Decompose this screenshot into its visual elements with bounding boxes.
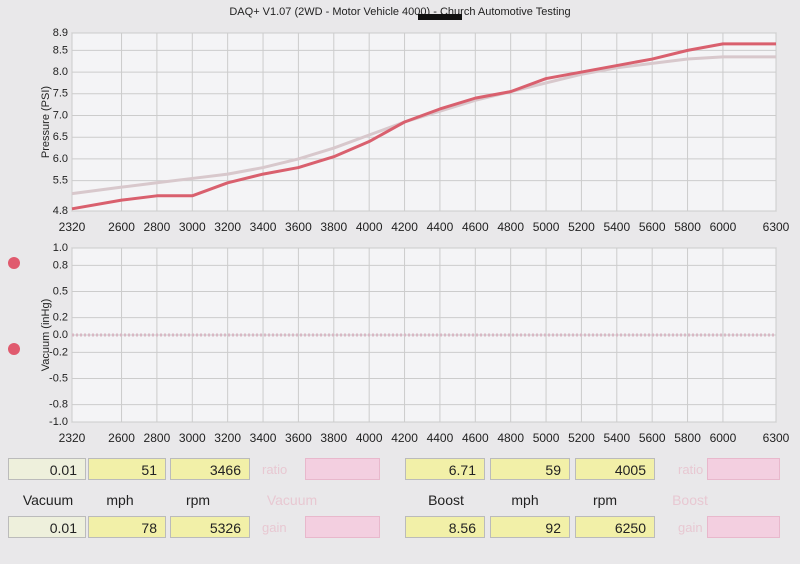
readout: 92	[490, 516, 570, 538]
y-axis-label: Vacuum (inHg)	[40, 299, 52, 372]
x-tick-label: 6300	[763, 220, 790, 234]
readout: 0.01	[8, 458, 86, 480]
y-tick-label: -1.0	[49, 416, 68, 428]
y-tick-label: 8.9	[53, 27, 68, 39]
x-tick-label: 6000	[710, 220, 737, 234]
x-tick-label: 4400	[427, 431, 454, 445]
x-tick-label: 3000	[179, 431, 206, 445]
y-tick-label: 6.0	[53, 153, 68, 165]
x-tick-label: 6000	[710, 431, 737, 445]
faded-label: ratio	[262, 462, 288, 477]
y-axis-label: Pressure (PSI)	[40, 86, 52, 158]
x-tick-label: 2800	[144, 220, 171, 234]
x-tick-label: 4400	[427, 220, 454, 234]
y-tick-label: -0.2	[49, 346, 68, 358]
series-line	[71, 42, 776, 211]
faded-label: Boost	[672, 492, 708, 508]
readout: 51	[88, 458, 166, 480]
y-tick-label: 0.5	[53, 285, 68, 297]
x-tick-label: 4200	[391, 431, 418, 445]
faded-box	[305, 458, 380, 480]
label: Boost	[428, 492, 464, 508]
x-tick-label: 2800	[144, 431, 171, 445]
x-tick-label: 3400	[250, 220, 277, 234]
y-tick-label: 7.0	[53, 109, 68, 121]
x-tick-label: 3800	[320, 220, 347, 234]
y-tick-label: -0.8	[49, 399, 68, 411]
readout: 6.71	[405, 458, 485, 480]
x-tick-label: 5200	[568, 431, 595, 445]
readout: 4005	[575, 458, 655, 480]
label: rpm	[592, 492, 618, 508]
faded-label: ratio	[678, 462, 704, 477]
y-tick-label: 8.5	[53, 44, 68, 56]
readout: 0.01	[8, 516, 86, 538]
y-tick-label: 1.0	[53, 242, 68, 254]
readout: 3466	[170, 458, 250, 480]
faded-box	[707, 458, 780, 480]
x-tick-label: 4600	[462, 431, 489, 445]
indicator	[8, 343, 20, 355]
label: mph	[511, 492, 539, 508]
label: rpm	[185, 492, 211, 508]
readout: 5326	[170, 516, 250, 538]
faded-label: gain	[678, 520, 703, 535]
x-tick-label: 3200	[214, 220, 241, 234]
label: Vacuum	[22, 492, 74, 508]
x-tick-label: 4800	[497, 431, 524, 445]
x-tick-label: 4800	[497, 220, 524, 234]
x-tick-label: 3600	[285, 220, 312, 234]
y-tick-label: 8.0	[53, 66, 68, 78]
x-tick-label: 4000	[356, 431, 383, 445]
y-tick-label: 0.8	[53, 259, 68, 271]
y-tick-label: 5.5	[53, 175, 68, 187]
x-tick-label: 2320	[59, 431, 86, 445]
x-tick-label: 2600	[108, 220, 135, 234]
x-tick-label: 5000	[533, 431, 560, 445]
indicator	[8, 257, 20, 269]
redaction	[418, 14, 462, 20]
readout: 6250	[575, 516, 655, 538]
y-tick-label: 6.5	[53, 131, 68, 143]
x-tick-label: 5400	[603, 431, 630, 445]
x-tick-label: 3800	[320, 431, 347, 445]
x-tick-label: 5600	[639, 431, 666, 445]
y-tick-label: 4.8	[53, 205, 68, 217]
faded-label: gain	[262, 520, 287, 535]
x-tick-label: 3200	[214, 431, 241, 445]
y-tick-label: -0.5	[49, 372, 68, 384]
x-tick-label: 3000	[179, 220, 206, 234]
x-tick-label: 5600	[639, 220, 666, 234]
x-tick-label: 2600	[108, 431, 135, 445]
readout: 59	[490, 458, 570, 480]
x-tick-label: 2320	[59, 220, 86, 234]
faded-box	[305, 516, 380, 538]
x-tick-label: 5400	[603, 220, 630, 234]
y-tick-label: 7.5	[53, 88, 68, 100]
x-tick-label: 3400	[250, 431, 277, 445]
faded-label: Vacuum	[266, 492, 318, 508]
chart-title: DAQ+ V1.07 (2WD - Motor Vehicle 4000) - …	[229, 6, 570, 18]
y-tick-label: 0.0	[53, 329, 68, 341]
x-tick-label: 5200	[568, 220, 595, 234]
faded-box	[707, 516, 780, 538]
x-tick-label: 4200	[391, 220, 418, 234]
readout: 78	[88, 516, 166, 538]
x-tick-label: 3600	[285, 431, 312, 445]
readout: 8.56	[405, 516, 485, 538]
x-tick-label: 6300	[763, 431, 790, 445]
x-tick-label: 5800	[674, 431, 701, 445]
x-tick-label: 5800	[674, 220, 701, 234]
x-tick-label: 5000	[533, 220, 560, 234]
label: mph	[106, 492, 134, 508]
x-tick-label: 4600	[462, 220, 489, 234]
x-tick-label: 4000	[356, 220, 383, 234]
y-tick-label: 0.2	[53, 312, 68, 324]
